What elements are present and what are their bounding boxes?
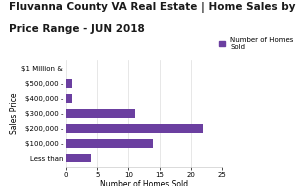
Bar bbox=[66, 79, 72, 88]
X-axis label: Number of Homes Sold: Number of Homes Sold bbox=[100, 180, 188, 186]
Text: Fluvanna County VA Real Estate | Home Sales by: Fluvanna County VA Real Estate | Home Sa… bbox=[9, 2, 296, 13]
Y-axis label: Sales Price: Sales Price bbox=[10, 93, 19, 134]
Bar bbox=[66, 139, 153, 148]
Bar bbox=[66, 109, 135, 118]
Legend: Number of Homes
Sold: Number of Homes Sold bbox=[219, 37, 293, 50]
Bar bbox=[66, 154, 91, 163]
Bar bbox=[66, 94, 72, 103]
Text: Price Range - JUN 2018: Price Range - JUN 2018 bbox=[9, 24, 145, 34]
Bar bbox=[66, 124, 203, 133]
